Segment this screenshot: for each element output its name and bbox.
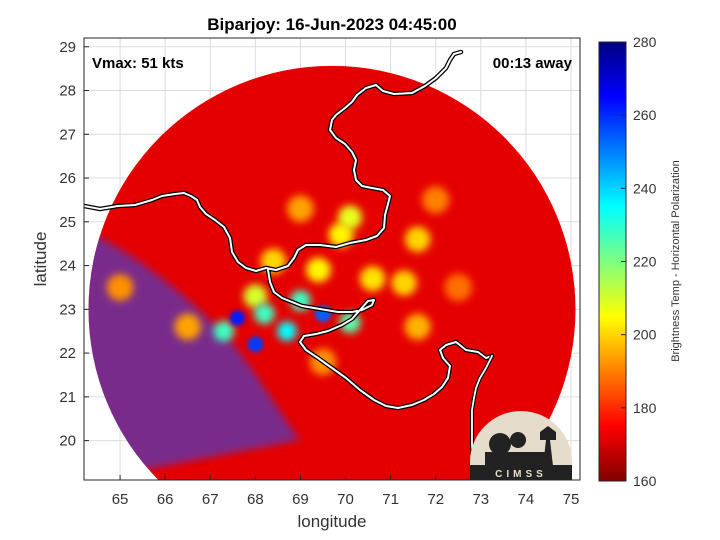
y-tick-label: 23 bbox=[59, 301, 76, 318]
y-tick-label: 26 bbox=[59, 170, 76, 187]
y-tick-label: 21 bbox=[59, 389, 76, 406]
x-tick-label: 75 bbox=[563, 491, 580, 508]
x-tick-label: 65 bbox=[112, 491, 129, 508]
x-tick-label: 70 bbox=[337, 491, 354, 508]
colorbar-tick-label: 200 bbox=[633, 327, 657, 343]
convection-cell bbox=[338, 205, 363, 230]
logo-text: CIMSS bbox=[495, 469, 547, 480]
x-tick-label: 71 bbox=[382, 491, 399, 508]
y-tick-label: 24 bbox=[59, 258, 76, 275]
colorbar-ticks: 160 180 200 220 240 260 280 bbox=[621, 34, 657, 489]
swath-lighter-west bbox=[88, 230, 300, 480]
x-tick-label: 74 bbox=[518, 491, 535, 508]
y-tick-label: 20 bbox=[59, 433, 76, 450]
x-tick-label: 67 bbox=[202, 491, 219, 508]
chart-title: Biparjoy: 16-Jun-2023 04:45:00 bbox=[207, 15, 456, 34]
logo-band bbox=[470, 465, 572, 480]
convection-cell bbox=[306, 257, 331, 283]
colorbar-label: Brightness Temp - Horizontal Polarizatio… bbox=[670, 160, 682, 362]
y-axis-ticks: 20 21 22 23 24 25 26 27 28 29 bbox=[59, 39, 89, 450]
coastline-east-highlight bbox=[471, 355, 493, 461]
logo-satellite-dish bbox=[489, 433, 511, 455]
convection-cell bbox=[106, 274, 134, 301]
x-tick-label: 72 bbox=[427, 491, 444, 508]
colorbar-tick-label: 220 bbox=[633, 254, 657, 270]
colorbar-tick-label: 280 bbox=[633, 34, 657, 50]
x-tick-label: 68 bbox=[247, 491, 264, 508]
colorbar-tick-label: 180 bbox=[633, 400, 657, 416]
convection-cell bbox=[391, 270, 417, 296]
convection-cell bbox=[247, 336, 264, 353]
convection-cell bbox=[360, 266, 386, 292]
x-tick-label: 66 bbox=[157, 491, 174, 508]
y-tick-label: 29 bbox=[59, 39, 76, 56]
convection-cell bbox=[174, 313, 201, 341]
convection-cell bbox=[422, 186, 450, 214]
convection-cell bbox=[287, 195, 314, 222]
plot-area: Vmax: 51 kts 00:13 away CIMSS bbox=[83, 37, 581, 481]
x-tick-label: 69 bbox=[292, 491, 309, 508]
x-axis-ticks: 65 66 67 68 69 70 71 72 73 74 75 bbox=[112, 475, 580, 508]
time-away-annotation: 00:13 away bbox=[493, 55, 573, 72]
cimss-logo: CIMSS bbox=[470, 411, 572, 480]
y-tick-label: 22 bbox=[59, 345, 76, 362]
convection-cell bbox=[243, 284, 268, 308]
coastline-highlight bbox=[84, 51, 493, 409]
convection-cell bbox=[254, 303, 275, 325]
colorbar-tick-label: 160 bbox=[633, 473, 657, 489]
y-tick-label: 25 bbox=[59, 214, 76, 231]
plot-frame bbox=[83, 37, 581, 481]
logo-water-tower bbox=[540, 426, 556, 466]
colorbar-tick-label: 260 bbox=[633, 107, 657, 123]
convection-cell bbox=[404, 313, 431, 340]
vmax-annotation: Vmax: 51 kts bbox=[92, 55, 184, 72]
colorbar-tick-label: 240 bbox=[633, 180, 657, 196]
x-axis-label: longitude bbox=[297, 512, 366, 531]
coastline-layer bbox=[84, 49, 495, 461]
convection-cell bbox=[229, 310, 245, 326]
convection-cell bbox=[404, 226, 431, 253]
convection-cell bbox=[213, 320, 235, 342]
swath-layer bbox=[88, 65, 576, 480]
convection-features bbox=[106, 186, 472, 376]
logo-satellite-dish-small bbox=[510, 432, 526, 448]
y-axis-label: latitude bbox=[31, 232, 50, 287]
y-tick-label: 28 bbox=[59, 83, 76, 100]
logo-building bbox=[485, 452, 545, 466]
convection-cell bbox=[444, 273, 472, 302]
y-tick-label: 27 bbox=[59, 126, 76, 143]
convection-cell bbox=[277, 321, 297, 342]
x-tick-label: 73 bbox=[472, 491, 489, 508]
colorbar: 160 180 200 220 240 260 280 Brightness Temp - … bbox=[598, 34, 682, 489]
